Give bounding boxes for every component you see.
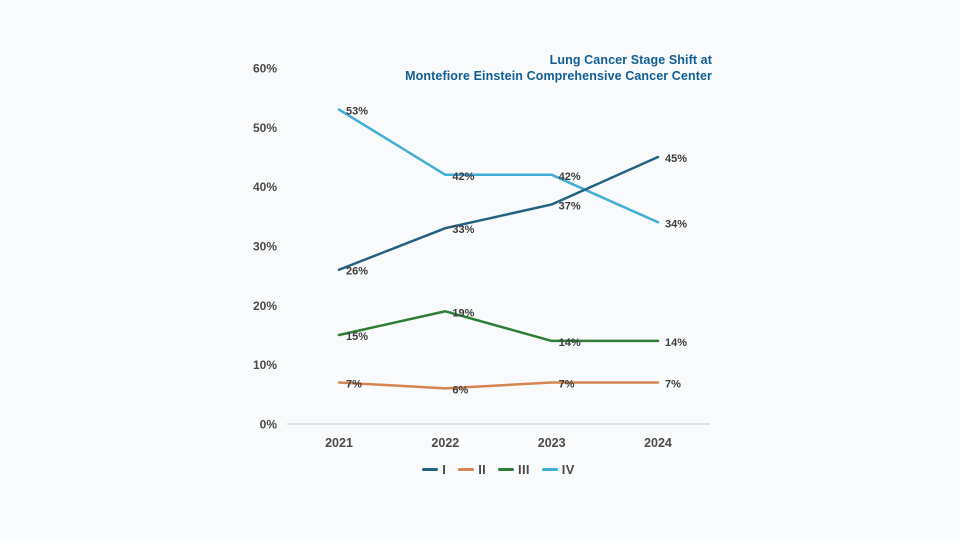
legend-label-III: III [518, 461, 530, 477]
legend-item-III: III [498, 462, 530, 477]
data-label-II-2021: 7% [346, 378, 362, 390]
data-label-II-2023: 7% [559, 378, 575, 390]
series-line-IV [337, 108, 660, 224]
data-label-II-2024: 7% [665, 378, 681, 390]
data-label-IV-2023: 42% [559, 171, 581, 183]
series-line-II [337, 381, 660, 390]
legend-swatch-I [422, 467, 439, 471]
legend-label-IV: IV [561, 461, 575, 477]
y-axis-tick-label: 10% [253, 358, 277, 372]
legend-item-IV: IV [541, 461, 575, 477]
legend-swatch-II [458, 467, 475, 471]
series-line-III [337, 310, 660, 343]
series-line-I [337, 155, 660, 271]
chart-title-line1: Lung Cancer Stage Shift at [549, 53, 712, 67]
data-label-III-2024: 14% [665, 337, 687, 349]
legend-label-I: I [442, 461, 447, 477]
chart-legend: I II III IV [287, 460, 710, 478]
y-axis-tick-label: 20% [253, 299, 277, 313]
legend-swatch-IV [541, 467, 558, 471]
x-axis-tick-label: 2024 [644, 436, 672, 450]
legend-item-I: I [422, 462, 446, 477]
legend-item-II: II [458, 462, 486, 477]
legend-swatch-III [498, 467, 515, 471]
y-axis-tick-label: 40% [253, 180, 277, 194]
data-label-II-2022: 6% [452, 384, 468, 396]
data-label-I-2022: 33% [452, 224, 474, 236]
chart-title: Lung Cancer Stage Shift at Montefiore Ei… [300, 52, 712, 84]
data-label-I-2023: 37% [559, 200, 581, 212]
data-label-IV-2022: 42% [452, 171, 474, 183]
data-label-III-2023: 14% [559, 337, 581, 349]
y-axis-tick-label: 30% [253, 240, 277, 254]
x-axis-tick-label: 2023 [538, 436, 566, 450]
data-label-IV-2024: 34% [665, 218, 687, 230]
y-axis-tick-label: 0% [260, 418, 278, 432]
x-axis-tick-label: 2021 [325, 436, 353, 450]
data-label-III-2021: 15% [346, 331, 368, 343]
chart-title-line2: Montefiore Einstein Comprehensive Cancer… [405, 69, 712, 83]
data-label-I-2024: 45% [665, 153, 687, 165]
legend-label-II: II [478, 461, 487, 477]
y-axis-tick-label: 50% [253, 121, 277, 135]
data-label-IV-2021: 53% [346, 106, 368, 118]
y-axis-tick-label: 60% [253, 62, 277, 76]
x-axis-tick-label: 2022 [431, 436, 459, 450]
data-label-III-2022: 19% [452, 307, 474, 319]
data-label-I-2021: 26% [346, 266, 368, 278]
